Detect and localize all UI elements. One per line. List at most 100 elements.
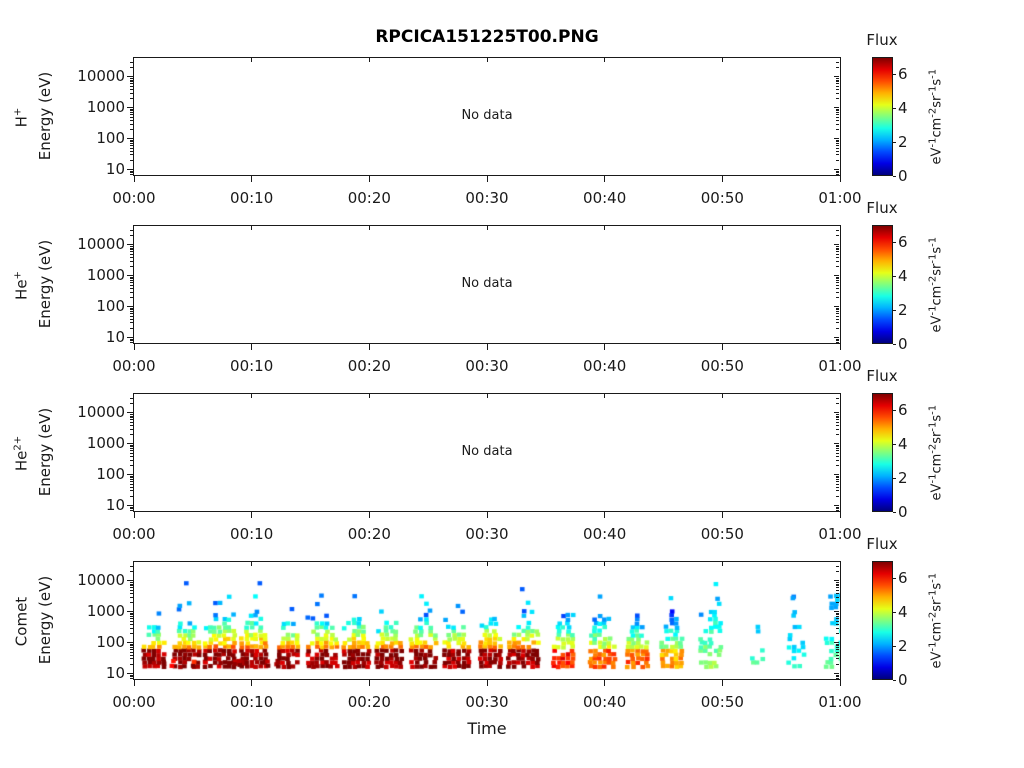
y-tick-right xyxy=(834,336,839,338)
y-minor-tick-right xyxy=(836,450,839,452)
y-minor-tick-right xyxy=(836,307,839,309)
y-tick-label: 100 xyxy=(96,128,125,147)
y-tick-right xyxy=(834,580,839,582)
y-minor-tick xyxy=(130,643,133,645)
y-tick-right xyxy=(834,504,839,506)
x-tick-label: 00:30 xyxy=(465,189,509,207)
colorbar-tick xyxy=(893,141,896,143)
y-minor-tick-right xyxy=(836,322,839,324)
x-tick-label: 01:00 xyxy=(818,189,862,207)
y-tick-label: 1000 xyxy=(86,97,125,116)
y-minor-tick xyxy=(130,247,133,249)
x-tick xyxy=(721,176,723,182)
y-minor-tick xyxy=(130,340,133,342)
unit-exponent: -1 xyxy=(927,236,939,247)
colorbar-units-label: eV-1cm-2sr-1s-1 xyxy=(927,378,944,528)
x-tick xyxy=(368,512,370,518)
y-minor-tick-right xyxy=(836,414,839,415)
colorbar-tick xyxy=(893,511,896,513)
unit-base: cm xyxy=(929,285,945,306)
y-minor-tick xyxy=(130,397,133,399)
x-tick xyxy=(839,344,841,350)
y-minor-tick-right xyxy=(836,654,839,656)
y-minor-tick xyxy=(130,278,133,280)
y-tick-right xyxy=(834,106,839,108)
y-tick xyxy=(127,336,133,338)
colorbar-tick-label: 4 xyxy=(898,602,908,621)
y-minor-tick xyxy=(130,276,133,278)
y-minor-tick-right xyxy=(836,481,839,483)
x-tick-label: 00:50 xyxy=(700,525,744,543)
species-label-h-plus: H+ xyxy=(10,78,31,158)
y-tick-right xyxy=(834,672,839,674)
y-minor-tick-right xyxy=(836,583,839,585)
y-minor-tick xyxy=(130,327,133,329)
y-minor-tick xyxy=(130,647,133,649)
x-tick-label: 00:50 xyxy=(700,357,744,375)
y-minor-tick xyxy=(130,651,133,653)
unit-base: sr xyxy=(929,599,945,612)
colorbar-tick xyxy=(893,309,896,311)
unit-base: sr xyxy=(929,263,945,276)
colorbar-tick-label: 2 xyxy=(898,636,908,655)
y-minor-tick xyxy=(130,67,133,69)
y-minor-tick-right xyxy=(836,251,839,253)
y-minor-tick-right xyxy=(836,475,839,477)
y-minor-tick-right xyxy=(836,589,839,591)
y-minor-tick xyxy=(130,419,133,421)
x-tick-top xyxy=(251,58,253,62)
y-minor-tick xyxy=(130,582,133,583)
colorbar-title: Flux xyxy=(866,199,898,217)
x-tick-top xyxy=(721,394,723,398)
y-minor-tick-right xyxy=(836,397,839,399)
y-minor-tick-right xyxy=(836,247,839,249)
y-minor-tick-right xyxy=(836,278,839,280)
y-minor-tick xyxy=(130,172,133,174)
y-minor-tick-right xyxy=(836,483,839,485)
unit-exponent: -2 xyxy=(927,443,939,454)
x-tick xyxy=(486,680,488,686)
y-minor-tick xyxy=(130,571,133,573)
y-minor-tick xyxy=(130,565,133,567)
x-tick-label: 00:10 xyxy=(230,525,274,543)
x-tick-top xyxy=(486,58,488,62)
y-minor-tick-right xyxy=(836,235,839,237)
panel-he-plus: No data 00:00 00:10 00:20 00:30 00:40 00:50 01:… xyxy=(0,199,1024,393)
y-axis-title: Energy (eV) xyxy=(36,71,54,161)
y-minor-tick xyxy=(130,618,133,620)
x-tick-label: 00:00 xyxy=(112,693,156,711)
y-minor-tick-right xyxy=(836,342,839,343)
spectrogram-canvas-he-plus xyxy=(134,226,840,343)
y-tick xyxy=(127,137,133,139)
y-minor-tick xyxy=(130,596,133,598)
y-minor-tick-right xyxy=(836,424,839,426)
x-tick-label: 00:50 xyxy=(700,693,744,711)
y-tick xyxy=(127,274,133,276)
y-minor-tick xyxy=(130,260,133,262)
y-minor-tick xyxy=(130,589,133,591)
x-tick-label: 00:10 xyxy=(230,189,274,207)
y-minor-tick-right xyxy=(836,421,839,423)
y-minor-tick-right xyxy=(836,674,839,676)
x-tick xyxy=(368,344,370,350)
x-tick-label: 00:40 xyxy=(583,525,627,543)
y-minor-tick xyxy=(130,108,133,110)
y-minor-tick xyxy=(130,88,133,90)
y-tick-right xyxy=(834,76,839,78)
y-minor-tick xyxy=(130,145,133,147)
y-minor-tick xyxy=(130,116,133,118)
y-tick-label: 10000 xyxy=(77,235,125,254)
y-minor-tick xyxy=(130,678,133,679)
x-tick xyxy=(133,176,135,182)
y-minor-tick-right xyxy=(836,452,839,454)
y-minor-tick-right xyxy=(836,676,839,678)
y-minor-tick xyxy=(130,620,133,622)
y-minor-tick-right xyxy=(836,495,839,497)
y-minor-tick xyxy=(130,455,133,457)
y-minor-tick xyxy=(130,415,133,417)
y-minor-tick-right xyxy=(836,116,839,118)
x-tick-label: 00:30 xyxy=(465,693,509,711)
y-minor-tick-right xyxy=(836,129,839,131)
y-minor-tick xyxy=(130,649,133,651)
